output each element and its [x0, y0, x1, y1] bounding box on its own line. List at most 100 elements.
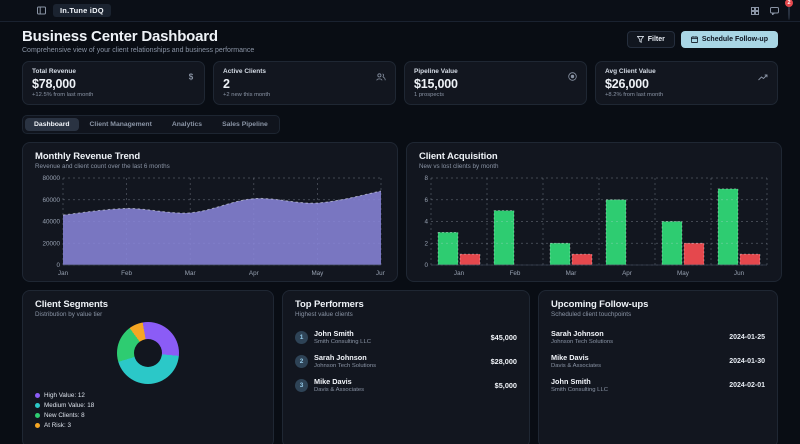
rank-badge: 2	[295, 354, 308, 368]
svg-text:40000: 40000	[42, 219, 60, 226]
followup-name: Sarah Johnson	[551, 329, 604, 338]
page-subtitle: Comprehensive view of your client relati…	[22, 47, 255, 54]
svg-text:Apr: Apr	[622, 270, 632, 277]
stat-sub: +2 new this month	[223, 92, 271, 98]
svg-text:Jun: Jun	[376, 270, 385, 277]
avatar[interactable]	[788, 0, 790, 20]
tab-sales-pipeline[interactable]: Sales Pipeline	[222, 121, 268, 128]
legend-item-medium-value: Medium Value: 18	[35, 402, 261, 409]
svg-text:Feb: Feb	[510, 270, 521, 277]
filter-button[interactable]: Filter	[626, 31, 675, 48]
svg-text:20000: 20000	[42, 240, 60, 247]
followup-date: 2024-01-25	[729, 333, 765, 341]
svg-text:Apr: Apr	[249, 270, 259, 277]
dollar-icon: $	[187, 68, 195, 86]
segments-legend: High Value: 12 Medium Value: 18 New Clie…	[35, 392, 261, 429]
notification-badge: 2	[785, 0, 793, 7]
svg-text:2: 2	[424, 240, 428, 247]
rank-badge: 3	[295, 378, 308, 392]
stat-card-avg-client-value: Avg Client Value $26,000 +8.2% from last…	[595, 61, 778, 105]
card-title: Upcoming Follow-ups	[551, 299, 649, 310]
performer-value: $28,000	[490, 356, 517, 366]
stat-sub: +8.2% from last month	[605, 92, 664, 98]
stats-row: Total Revenue $78,000 +12.5% from last m…	[22, 61, 778, 105]
legend-dot	[35, 393, 40, 398]
svg-text:May: May	[311, 270, 324, 277]
stat-card-active-clients: Active Clients 2 +2 new this month	[213, 61, 396, 105]
svg-text:Feb: Feb	[121, 270, 132, 277]
stat-value: 2	[223, 77, 230, 91]
stat-sub: 1 prospects	[414, 92, 444, 98]
stat-sub: +12.5% from last month	[32, 92, 94, 98]
performer-name: Sarah Johnson	[314, 353, 367, 362]
legend-item-high-value: High Value: 12	[35, 392, 261, 399]
legend-item-new-clients: New Clients: 8	[35, 412, 261, 419]
schedule-followup-label: Schedule Follow-up	[701, 36, 768, 43]
svg-text:60000: 60000	[42, 197, 60, 204]
legend-dot	[35, 403, 40, 408]
chart-subtitle: Distribution by value tier	[35, 311, 103, 318]
sidebar-toggle-icon[interactable]	[36, 6, 46, 16]
chart-title: Client Segments	[35, 299, 108, 310]
client-segments-card: Client Segments Distribution by value ti…	[22, 290, 274, 444]
performer-name: Mike Davis	[314, 377, 352, 386]
svg-text:6: 6	[424, 197, 428, 204]
stat-label: Active Clients	[223, 68, 266, 75]
performer-company: Davis & Associates	[314, 387, 365, 393]
tab-analytics[interactable]: Analytics	[171, 121, 203, 128]
card-title: Top Performers	[295, 299, 364, 310]
svg-text:80000: 80000	[42, 175, 60, 182]
legend-item-at-risk: At Risk: 3	[35, 422, 261, 429]
followup-row[interactable]: John Smith Smith Consulting LLC 2024-02-…	[551, 373, 765, 397]
legend-label: Medium Value: 18	[44, 402, 95, 409]
followup-company: Davis & Associates	[551, 363, 602, 369]
performer-row[interactable]: 2 Sarah Johnson Johnson Tech Solutions $…	[295, 349, 517, 373]
filter-button-label: Filter	[647, 36, 665, 43]
legend-dot	[35, 413, 40, 418]
tab-dashboard[interactable]: Dashboard	[25, 118, 79, 131]
revenue-area-chart[interactable]: 0 20000 40000 60000 80000 Jan Feb Mar Apr May Jun	[35, 174, 386, 278]
performer-name: John Smith	[314, 329, 354, 338]
legend-label: High Value: 12	[44, 392, 85, 399]
svg-text:8: 8	[424, 175, 428, 182]
legend-label: At Risk: 3	[44, 422, 71, 429]
tab-client-management[interactable]: Client Management	[89, 121, 152, 128]
svg-text:$: $	[189, 73, 194, 82]
svg-text:Mar: Mar	[185, 270, 196, 277]
stat-value: $26,000	[605, 77, 649, 91]
followup-company: Johnson Tech Solutions	[551, 339, 614, 345]
page-title: Business Center Dashboard	[22, 28, 218, 45]
followup-date: 2024-01-30	[729, 357, 765, 365]
schedule-followup-button[interactable]: Schedule Follow-up	[680, 31, 778, 48]
followup-row[interactable]: Sarah Johnson Johnson Tech Solutions 202…	[551, 325, 765, 349]
chart-subtitle: Revenue and client count over the last 6…	[35, 163, 170, 170]
svg-text:0: 0	[56, 262, 60, 269]
acquisition-bar-chart[interactable]: 0 2 4 6 8 Jan Feb Mar Apr May Jun	[419, 174, 769, 278]
topbar: In.Tune iDQ 2	[0, 0, 800, 22]
stat-value: $78,000	[32, 77, 76, 91]
upcoming-followups-card: Upcoming Follow-ups Scheduled client tou…	[538, 290, 778, 444]
tab-bar: Dashboard Client Management Analytics Sa…	[22, 115, 280, 134]
chart-title: Client Acquisition	[419, 151, 498, 162]
svg-text:Jan: Jan	[454, 270, 465, 277]
apps-grid-icon[interactable]	[750, 6, 760, 16]
performer-company: Smith Consulting LLC	[314, 339, 371, 345]
card-subtitle: Highest value clients	[295, 311, 353, 318]
user-avatar[interactable]: 2	[785, 0, 793, 20]
performer-row[interactable]: 3 Mike Davis Davis & Associates $5,000	[295, 373, 517, 397]
messages-icon[interactable]	[769, 6, 779, 16]
stat-card-total-revenue: Total Revenue $78,000 +12.5% from last m…	[22, 61, 205, 105]
performer-row[interactable]: 1 John Smith Smith Consulting LLC $45,00…	[295, 325, 517, 349]
segments-donut-chart[interactable]	[117, 322, 179, 384]
svg-text:Jan: Jan	[58, 270, 69, 277]
followup-row[interactable]: Mike Davis Davis & Associates 2024-01-30	[551, 349, 765, 373]
stat-label: Avg Client Value	[605, 68, 656, 75]
calendar-icon	[690, 36, 698, 43]
chart-subtitle: New vs lost clients by month	[419, 163, 499, 170]
target-icon	[568, 68, 577, 86]
app-name-badge[interactable]: In.Tune iDQ	[53, 4, 111, 17]
client-acquisition-card: Client Acquisition New vs lost clients b…	[406, 142, 782, 282]
svg-text:May: May	[677, 270, 690, 277]
rank-badge: 1	[295, 330, 308, 344]
followup-company: Smith Consulting LLC	[551, 387, 608, 393]
